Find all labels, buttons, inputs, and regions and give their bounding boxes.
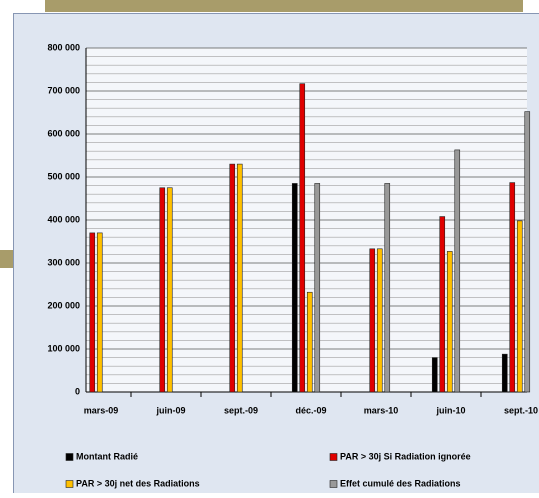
y-tick-label: 200 000 [47, 300, 80, 310]
x-tick-label: mars-10 [364, 405, 399, 415]
x-tick-label: juin-09 [155, 405, 185, 415]
bar [167, 188, 172, 392]
y-tick-label: 0 [75, 386, 80, 396]
x-tick-label: juin-10 [435, 405, 465, 415]
legend-label: Montant Radié [76, 451, 138, 461]
legend-label: PAR > 30j net des Radiations [76, 478, 200, 488]
bar [292, 183, 297, 392]
bar [440, 217, 445, 392]
bar [502, 354, 507, 392]
header-strip [45, 0, 523, 12]
bar [377, 249, 382, 392]
bar [300, 84, 305, 392]
bar [307, 292, 312, 392]
x-tick-label: sept.-10 [504, 405, 538, 415]
x-tick-label: déc.-09 [295, 405, 326, 415]
x-tick-label: mars-09 [84, 405, 119, 415]
legend-label: Effet cumulé des Radiations [340, 478, 461, 488]
y-tick-label: 500 000 [47, 171, 80, 181]
y-tick-label: 700 000 [47, 85, 80, 95]
bar [90, 233, 95, 392]
bar [455, 150, 460, 392]
bar [510, 183, 515, 392]
y-tick-label: 100 000 [47, 343, 80, 353]
y-tick-label: 400 000 [47, 214, 80, 224]
y-tick-label: 600 000 [47, 128, 80, 138]
legend-swatch [330, 454, 337, 461]
side-tab [0, 250, 13, 268]
bar [315, 183, 320, 392]
bar [230, 164, 235, 392]
legend-swatch [66, 454, 73, 461]
legend-swatch [66, 481, 73, 488]
bar [525, 112, 530, 392]
y-tick-label: 300 000 [47, 257, 80, 267]
bar [237, 164, 242, 392]
legend-label: PAR > 30j Si Radiation ignorée [340, 451, 471, 461]
bar [370, 249, 375, 392]
legend-swatch [330, 481, 337, 488]
y-tick-label: 800 000 [47, 42, 80, 52]
bar [432, 358, 437, 392]
bar [447, 251, 452, 392]
bar [517, 221, 522, 392]
bar [160, 188, 165, 392]
bar [97, 233, 102, 392]
bar [385, 183, 390, 392]
x-tick-label: sept.-09 [224, 405, 258, 415]
